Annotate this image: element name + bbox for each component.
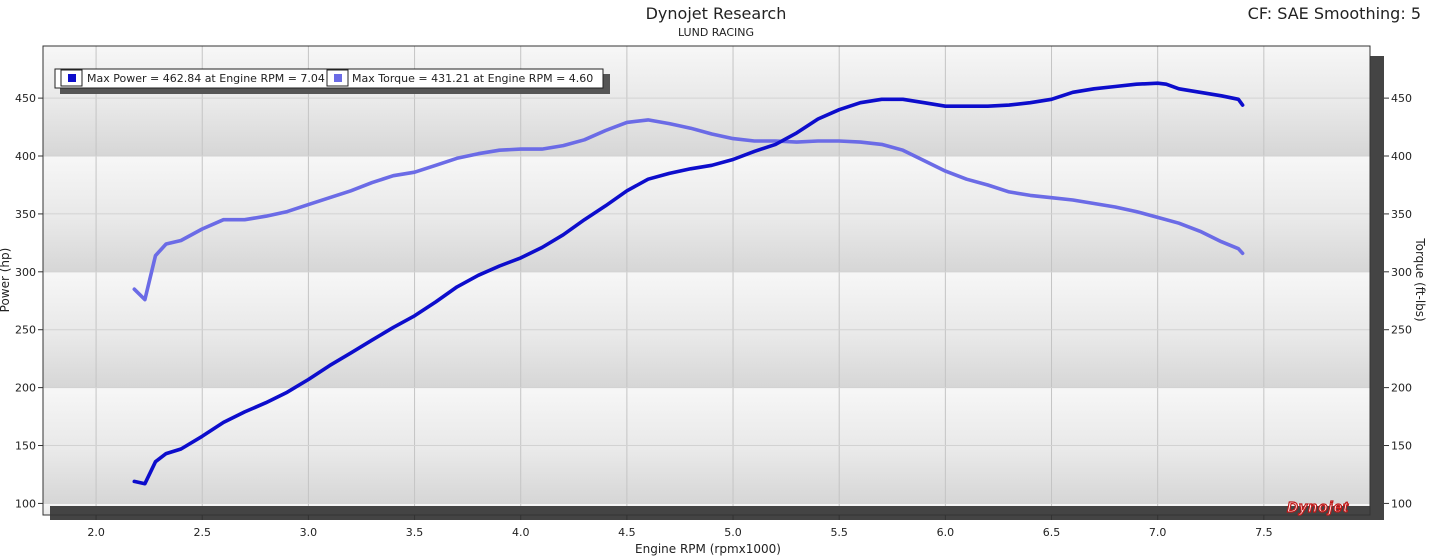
x-tick-label: 4.0 <box>512 526 530 539</box>
y-left-tick-label: 250 <box>15 324 36 337</box>
bottom-axis-shadow <box>50 506 1384 520</box>
chart-title: Dynojet Research <box>646 4 787 23</box>
plot-band <box>43 329 1370 388</box>
y-left-tick-label: 450 <box>15 92 36 105</box>
axis-ticks: 2.0 2.5 3.0 3.5 4.0 4.5 5.0 5.5 6.0 6.5 7.0 7.5 100 1… <box>15 92 1412 539</box>
plot-band <box>43 213 1370 272</box>
y-right-tick-label: 200 <box>1391 382 1412 395</box>
y-left-tick-label: 200 <box>15 382 36 395</box>
plot-band <box>43 445 1370 504</box>
y-right-tick-label: 100 <box>1391 497 1412 510</box>
plot-background <box>43 46 1370 515</box>
right-axis-shadow <box>1370 56 1384 514</box>
y-right-tick-label: 250 <box>1391 324 1412 337</box>
chart-subtitle: LUND RACING <box>678 26 754 39</box>
x-tick-label: 6.0 <box>937 526 955 539</box>
y-left-tick-label: 350 <box>15 208 36 221</box>
x-tick-label: 5.5 <box>830 526 848 539</box>
y-axis-left-label: Power (hp) <box>0 248 12 313</box>
y-right-tick-label: 150 <box>1391 440 1412 453</box>
legend-power-swatch <box>68 74 76 82</box>
x-tick-label: 7.0 <box>1149 526 1167 539</box>
power-curve <box>132 81 1245 486</box>
legend-torque-label: Max Torque = 431.21 at Engine RPM = 4.60 <box>352 72 593 85</box>
plot-band <box>43 98 1370 157</box>
plot-band <box>43 271 1370 330</box>
series-lines <box>132 81 1245 486</box>
y-left-tick-label: 100 <box>15 497 36 510</box>
x-tick-label: 2.0 <box>87 526 105 539</box>
plot-band <box>43 387 1370 446</box>
y-right-tick-label: 400 <box>1391 150 1412 163</box>
dynojet-logo: Dynojet <box>1286 498 1349 516</box>
x-tick-label: 7.5 <box>1255 526 1273 539</box>
y-right-tick-label: 350 <box>1391 208 1412 221</box>
x-tick-label: 4.5 <box>618 526 636 539</box>
y-right-tick-label: 300 <box>1391 266 1412 279</box>
svg-text:Dynojet: Dynojet <box>1287 499 1349 516</box>
x-axis-label: Engine RPM (rpmx1000) <box>635 542 781 556</box>
y-left-tick-label: 150 <box>15 440 36 453</box>
legend-torque-swatch <box>334 74 342 82</box>
y-right-tick-label: 450 <box>1391 92 1412 105</box>
plot-frame <box>42 45 1371 516</box>
cf-smoothing-label: CF: SAE Smoothing: 5 <box>1248 4 1421 23</box>
y-left-tick-label: 400 <box>15 150 36 163</box>
x-tick-label: 3.0 <box>300 526 318 539</box>
legend: Max Power = 462.84 at Engine RPM = 7.04 … <box>54 68 610 94</box>
x-tick-label: 2.5 <box>193 526 211 539</box>
x-tick-label: 3.5 <box>406 526 424 539</box>
y-axis-right-label: Torque (ft-lbs) <box>1413 237 1427 321</box>
legend-power-label: Max Power = 462.84 at Engine RPM = 7.04 <box>87 72 325 85</box>
y-left-tick-label: 300 <box>15 266 36 279</box>
torque-curve <box>132 118 1245 302</box>
x-tick-label: 5.0 <box>724 526 742 539</box>
x-tick-label: 6.5 <box>1043 526 1061 539</box>
